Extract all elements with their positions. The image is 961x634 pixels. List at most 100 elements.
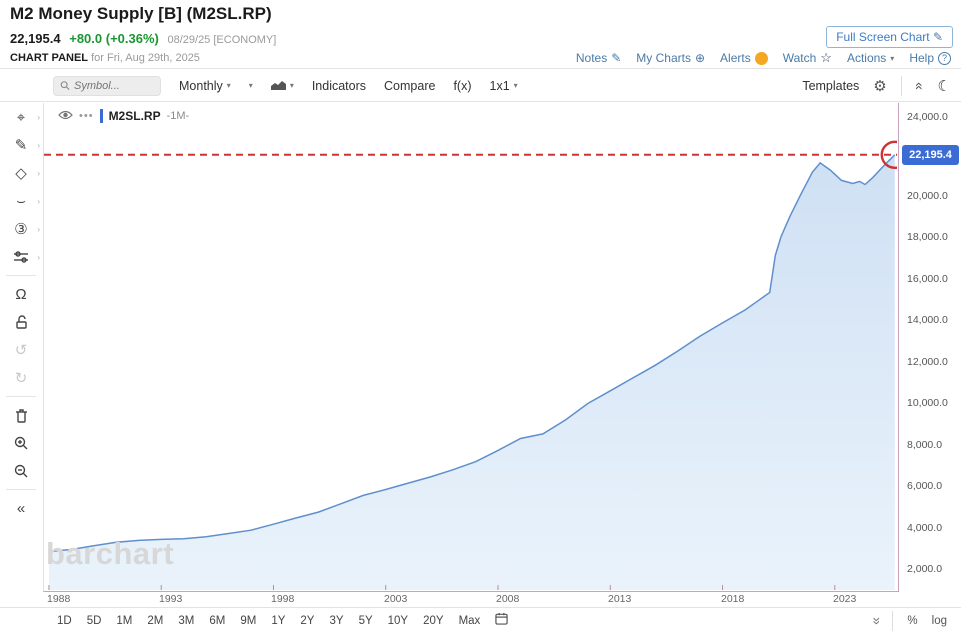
quote-row: 22,195.4 +80.0 (+0.36%) 08/29/25 [ECONOM… — [10, 31, 276, 46]
range-1m[interactable]: 1M — [116, 615, 133, 627]
range-3y[interactable]: 3Y — [329, 615, 344, 627]
y-axis-label: 16,000.0 — [907, 273, 948, 285]
range-5d[interactable]: 5D — [86, 615, 102, 627]
magnet-tool[interactable]: Ω — [15, 285, 27, 303]
sidebar-divider — [6, 275, 36, 276]
indicators-button[interactable]: Indicators — [312, 79, 366, 93]
zoom-out-button[interactable] — [0, 457, 42, 485]
range-1d[interactable]: 1D — [57, 615, 72, 627]
chevron-right-icon: › — [37, 140, 40, 150]
y-axis-label: 18,000.0 — [907, 231, 948, 243]
star-icon: ☆ — [820, 50, 832, 65]
crosshair-tool[interactable]: ⌖ › — [16, 108, 40, 126]
x-axis-label: 2023 — [833, 593, 857, 605]
sidebar-divider — [6, 396, 36, 397]
periodicity-dropdown[interactable]: Monthly ▾ — [179, 79, 231, 93]
quote-date: 08/29/25 [ECONOMY] — [167, 34, 277, 46]
log-scale-toggle[interactable]: log — [931, 615, 947, 627]
y-axis-label: 20,000.0 — [907, 190, 948, 202]
header-links: Notes ✎ My Charts ⊕ Alerts Watch ☆ Actio… — [576, 50, 951, 66]
symbol-search[interactable] — [53, 75, 161, 96]
panel-header: CHART PANEL for Fri, Aug 29th, 2025 Note… — [0, 50, 961, 68]
bottom-divider — [892, 611, 894, 631]
x-axis-label: 1998 — [271, 593, 295, 605]
lock-tool[interactable] — [0, 308, 42, 336]
wave-count-tool[interactable]: ③ › — [14, 221, 40, 238]
chart-type-dropdown[interactable]: ▾ — [270, 80, 294, 91]
trash-icon — [15, 408, 27, 423]
range-1y[interactable]: 1Y — [271, 615, 286, 627]
series-interval: -1M- — [166, 110, 190, 122]
range-2y[interactable]: 2Y — [300, 615, 315, 627]
y-axis-label: 12,000.0 — [907, 356, 948, 368]
fullscreen-chart-button[interactable]: Full Screen Chart ✎ — [826, 26, 953, 48]
y-axis-label: 2,000.0 — [907, 563, 943, 575]
series-menu-icon[interactable]: ••• — [79, 110, 94, 122]
curves-tool[interactable]: ⌣ › — [16, 192, 40, 210]
chevron-right-icon: › — [37, 112, 40, 122]
collapse-sidebar-button[interactable]: « — [16, 499, 26, 517]
sliders-tool[interactable]: › — [0, 243, 42, 271]
watch-link[interactable]: Watch ☆ — [783, 50, 832, 66]
zoom-out-icon — [14, 464, 28, 478]
range-2m[interactable]: 2M — [147, 615, 164, 627]
actions-menu[interactable]: Actions ▾ — [847, 51, 894, 65]
redo-button[interactable]: ↻ — [14, 370, 28, 387]
series-color-bar — [99, 109, 103, 123]
last-point-circle — [880, 140, 897, 170]
help-link[interactable]: Help ? — [909, 51, 951, 65]
chevron-down-icon: ▾ — [289, 81, 294, 90]
delete-drawings-button[interactable] — [0, 401, 42, 429]
chevron-down-icon: ▾ — [513, 81, 518, 90]
line-tools[interactable]: ✎ › — [14, 137, 40, 154]
zoom-in-button[interactable] — [0, 429, 42, 457]
series-legend[interactable]: ••• M2SL.RP -1M- — [58, 107, 189, 125]
time-axis[interactable]: 1988 1993 1998 2003 2008 2013 2018 2023 — [43, 592, 898, 607]
symbol-search-input[interactable] — [74, 79, 154, 92]
price-axis[interactable]: 24,000.0 20,000.0 18,000.0 16,000.0 14,0… — [898, 103, 961, 592]
chart-plot-area[interactable] — [43, 103, 898, 592]
aggregation-dropdown[interactable]: ▾ — [249, 81, 253, 90]
collapse-ranges-icon[interactable]: « — [866, 617, 883, 625]
range-9m[interactable]: 9M — [240, 615, 257, 627]
area-fill — [48, 154, 895, 590]
compare-button[interactable]: Compare — [384, 79, 435, 93]
periodicity-label: Monthly — [179, 78, 223, 93]
chevron-right-icon: › — [37, 196, 40, 206]
y-axis-label: 24,000.0 — [907, 111, 948, 123]
series-symbol: M2SL.RP — [108, 109, 161, 123]
range-10y[interactable]: 10Y — [387, 615, 409, 627]
help-icon: ? — [938, 51, 951, 65]
x-axis-label: 2018 — [721, 593, 745, 605]
eye-icon[interactable] — [58, 107, 73, 125]
templates-button[interactable]: Templates — [802, 79, 859, 93]
notes-link[interactable]: Notes ✎ — [576, 51, 621, 65]
calendar-button[interactable] — [495, 612, 508, 630]
fx-button[interactable]: f(x) — [453, 79, 471, 93]
range-5y[interactable]: 5Y — [358, 615, 373, 627]
chart-toolbar: Monthly ▾ ▾ ▾ Indicators Compare f(x) — [0, 69, 961, 102]
price-change: +80.0 (+0.36%) — [69, 31, 159, 46]
grid-layout-dropdown[interactable]: 1x1 ▾ — [490, 79, 518, 93]
alerts-link[interactable]: Alerts — [720, 51, 768, 65]
gear-icon[interactable]: ⚙ — [873, 77, 887, 95]
range-max[interactable]: Max — [458, 615, 481, 627]
range-20y[interactable]: 20Y — [423, 615, 444, 627]
shapes-tool[interactable]: ◇ › — [15, 165, 40, 182]
x-axis-label: 2003 — [384, 593, 408, 605]
percent-scale-toggle[interactable]: % — [907, 615, 918, 627]
sidebar-divider — [6, 489, 36, 490]
range-6m[interactable]: 6M — [209, 615, 226, 627]
barchart-watermark: barchart — [46, 536, 175, 571]
notes-label: Notes — [575, 51, 608, 65]
range-3m[interactable]: 3M — [178, 615, 195, 627]
dark-mode-icon[interactable]: ☾ — [937, 77, 951, 95]
chart-panel-label: CHART PANEL — [10, 52, 89, 64]
watch-label: Watch — [782, 51, 817, 65]
undo-button[interactable]: ↺ — [14, 342, 28, 359]
y-axis-label: 4,000.0 — [907, 522, 943, 534]
search-icon — [60, 81, 70, 91]
collapse-panel-icon[interactable]: « — [911, 81, 928, 90]
my-charts-link[interactable]: My Charts ⊕ — [636, 51, 705, 65]
grid-layout-label: 1x1 — [489, 78, 510, 93]
